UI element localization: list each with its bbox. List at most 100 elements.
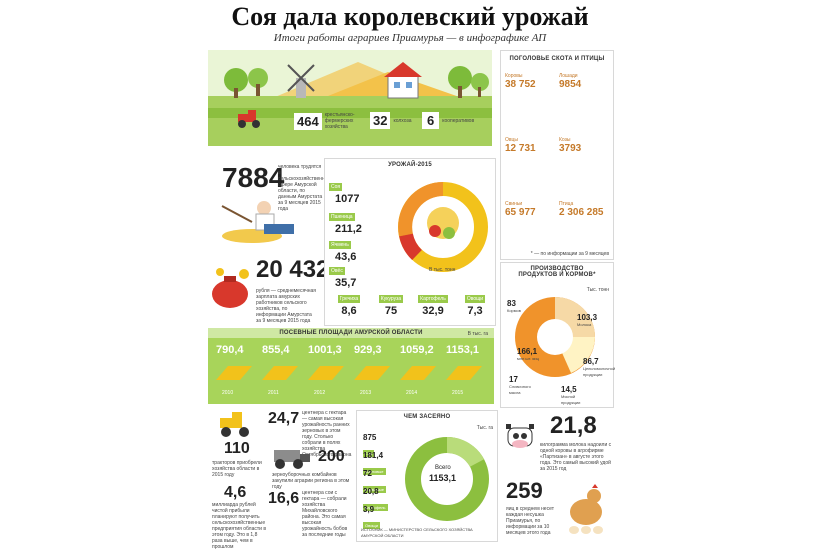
farm-stat-2-value: 32 [370, 112, 391, 129]
harvest-item: Кукуруза 75 [371, 287, 411, 317]
salary-value: 20 432 [256, 256, 330, 283]
soy-yield-block: 16,6 центнера сои с гектара — собрали хо… [268, 490, 352, 538]
harvest-item-value: 32,9 [422, 305, 444, 317]
cow-icon [506, 424, 534, 448]
production-value: 17 [509, 375, 518, 384]
field-icon [262, 366, 298, 380]
harvest-item-name: Соя [329, 183, 343, 191]
production-value: 166,1 [517, 347, 538, 356]
harvest-title: УРОЖАЙ-2015 [388, 162, 432, 168]
field-icon [216, 366, 252, 380]
harvest-item-value: 211,2 [335, 223, 362, 235]
sown-crop-unit: Тыс. га [476, 425, 493, 431]
livestock-value: 2 306 285 [559, 207, 604, 218]
sown-value: 929,3 [354, 344, 382, 356]
harvest-item-name: Картофель [418, 295, 448, 303]
eggs-label: яиц в среднем несет каждая несушка Приам… [506, 506, 554, 536]
harvest-donut [398, 182, 488, 272]
production-pie [515, 297, 595, 377]
livestock-value: 12 731 [505, 143, 536, 154]
production-item: 166,1 млн шт. яиц [517, 347, 547, 362]
production-value: 14,5 [561, 385, 577, 394]
livestock-item: Свиньи 65 977 [505, 201, 557, 218]
sown-row: 790,4 2010 855,4 2011 1001,3 2012 929,3 2013 105… [212, 342, 490, 402]
livestock-name: Лошади [559, 73, 578, 79]
harvest-item-name: Овёс [329, 267, 345, 275]
farm-scene: 464 крестьянско-фермерских хозяйства 32 … [208, 50, 492, 146]
farm-stat-2-label: колхоза [393, 117, 412, 124]
tractors-block: 110 тракторов приобрели хозяйства област… [208, 410, 266, 480]
production-label: Мясной продукции [561, 394, 581, 405]
livestock-note: * — по информации за 9 месяцев [530, 251, 609, 257]
harvest-item-value: 75 [384, 305, 398, 317]
sown-crop-panel: ЧЕМ ЗАСЕЯНО Тыс. га 875 Соя 181,4 Зерновые 7… [356, 410, 498, 542]
harvest-panel: УРОЖАЙ-2015 Соя 1077 Пшеница 211,2 Ячмень 43,… [324, 158, 496, 326]
sown-crop-title: ЧЕМ ЗАСЕЯНО [403, 414, 451, 420]
sown-crop-donut [405, 437, 489, 521]
farm-stat-2: 32 колхоза [370, 112, 417, 129]
yield-value: 24,7 [268, 410, 300, 427]
production-value: 103,3 [577, 313, 598, 322]
production-unit: Тыс. тонн [586, 287, 609, 293]
production-label: млн шт. яиц [517, 356, 539, 361]
production-item: 103,3 Молока [577, 313, 607, 328]
harvest-item-value: 7,3 [467, 305, 483, 317]
sown-value: 855,4 [262, 344, 290, 356]
field-icon [308, 366, 344, 380]
sown-year: 2014 [406, 390, 418, 396]
tractor-icon [236, 110, 266, 128]
harvest-item-name: Ячмень [329, 241, 351, 249]
farm-illustration [208, 50, 492, 146]
sown-crop-total-label: Всего [435, 465, 451, 471]
farm-stat-3-value: 6 [422, 112, 440, 129]
sown-panel: ПОСЕВНЫЕ ПЛОЩАДИ АМУРСКОЙ ОБЛАСТИ В тыс.… [208, 328, 494, 404]
production-item: 17 Сливочного масла [509, 375, 539, 396]
harvest-item: Картофель 32,9 [413, 287, 453, 317]
yield-block: 24,7 центнера с гектара — самая высокая … [268, 410, 352, 458]
sown-year: 2010 [222, 390, 234, 396]
livestock-name: Свиньи [505, 201, 523, 207]
sown-unit: В тыс. га [467, 331, 488, 337]
combines-block: 200 зерноуборочных комбайнов закупили аг… [268, 446, 352, 490]
money-bag-icon [212, 268, 249, 308]
livestock-value: 9854 [559, 79, 582, 90]
harvest-item-value: 43,6 [335, 251, 357, 263]
farm-stat-1-value: 464 [294, 112, 322, 130]
sown-value: 1001,3 [308, 344, 342, 356]
livestock-item: Лошади 9854 [559, 73, 611, 90]
harvest-bottom-row: Гречиха 8,6 Кукуруза 75 Картофель 32,9 Овощи 7,… [329, 287, 491, 321]
sown-crop-item: 181,4 Зерновые [363, 451, 403, 478]
sown-crop-item: 20,8 Картофель [363, 487, 403, 514]
livestock-item: Овцы 12 731 [505, 137, 557, 154]
workers-block: 7884 человека трудятся в сельскохозяйств… [208, 158, 330, 248]
harvest-item: Ячмень 43,6 [329, 233, 389, 263]
harvest-item-value: 35,7 [335, 277, 357, 289]
combines-value: 200 [318, 448, 345, 465]
profit-value: 4,6 [224, 484, 247, 501]
sown-crop-name: Кормовые [363, 486, 386, 493]
tractors-label: тракторов приобрели хозяйства области в … [212, 460, 262, 478]
livestock-item: Птица 2 306 285 [559, 201, 611, 218]
tractor-yellow-icon [220, 412, 249, 437]
harvest-unit: В тыс. тонн [429, 267, 456, 273]
harvest-item-name: Гречиха [337, 295, 361, 303]
sown-value: 790,4 [216, 344, 244, 356]
sown-crop-value: 72 [363, 469, 372, 478]
production-item: 14,5 Мясной продукции [561, 385, 591, 406]
farm-stat-1-label: крестьянско-фермерских хозяйства [324, 112, 355, 130]
sown-crop-value: 875 [363, 433, 377, 442]
production-title: ПРОИЗВОДСТВО ПРОДУКТОВ И КОРМОВ* [518, 266, 596, 278]
yield-label: центнера с гектара — самая высокая урожа… [302, 410, 352, 458]
livestock-title: ПОГОЛОВЬЕ СКОТА И ПТИЦЫ [509, 56, 605, 62]
livestock-value: 3793 [559, 143, 582, 154]
production-item: 83 Кормов [507, 299, 537, 314]
production-panel: ПРОИЗВОДСТВО ПРОДУКТОВ И КОРМОВ* Тыс. то… [500, 262, 615, 408]
sown-crop-value: 20,8 [363, 487, 379, 496]
workers-label: человека трудятся в сельскохозяйственной… [278, 164, 331, 212]
production-value: 83 [507, 299, 516, 308]
livestock-item: Коровы 38 752 [505, 73, 557, 90]
sown-crop-name: Картофель [363, 504, 388, 511]
livestock-panel: ПОГОЛОВЬЕ СКОТА И ПТИЦЫ Коровы 38 752 Лоша… [500, 50, 614, 260]
tractors-value: 110 [224, 440, 250, 457]
milk-label: килограмма молока надоили с одной коровы… [540, 442, 612, 472]
